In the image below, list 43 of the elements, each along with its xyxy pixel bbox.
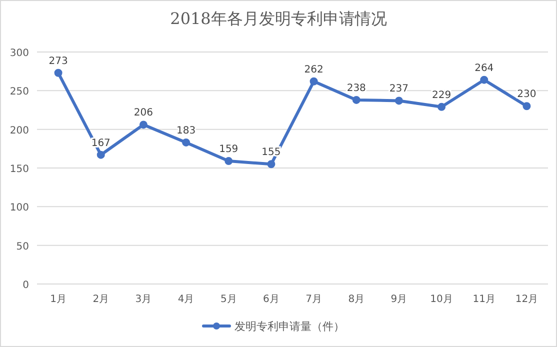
data-label: 238 [346,82,366,94]
point [480,76,488,84]
x-tick-label: 2月 [92,294,110,305]
data-label: 206 [134,108,154,119]
x-tick-label: 3月 [135,294,152,305]
point [438,102,446,111]
point [139,120,148,129]
data-label: 183 [176,125,196,136]
legend-label: 发明专利申请量（件） [234,320,344,333]
y-tick-label: 0 [22,280,29,291]
point [267,160,276,168]
point [96,150,105,159]
point [224,157,233,166]
data-label: 273 [48,56,68,67]
data-label: 262 [304,64,324,76]
data-label: 229 [432,90,452,101]
data-label: 230 [517,89,536,100]
y-tick-label: 300 [10,48,29,59]
x-tick-label: 7月 [306,294,322,305]
y-tick-label: 150 [10,164,29,175]
point [310,77,318,86]
y-tick-label: 200 [10,125,29,136]
data-label: 264 [474,62,494,74]
x-tick-label: 4月 [178,294,194,305]
point [54,68,62,77]
y-tick-label: 250 [10,86,29,98]
x-tick-label: 9月 [390,294,408,305]
point [182,138,190,146]
point [352,96,360,104]
point [522,102,531,110]
y-tick-label: 50 [16,241,29,252]
y-tick-label: 100 [10,202,29,214]
point [394,96,403,105]
data-label: 159 [219,144,238,156]
x-tick-label: 12月 [515,294,538,305]
chart-title: 2018年各月发明专利申请情况 [170,9,387,28]
x-tick-label: 5月 [220,294,237,305]
x-tick-label: 6月 [263,294,280,305]
x-tick-label: 11月 [472,294,496,305]
data-label: 237 [389,84,409,95]
x-tick-label: 10月 [430,294,453,305]
x-tick-label: 1月 [50,294,66,305]
x-tick-label: 8月 [348,294,365,305]
